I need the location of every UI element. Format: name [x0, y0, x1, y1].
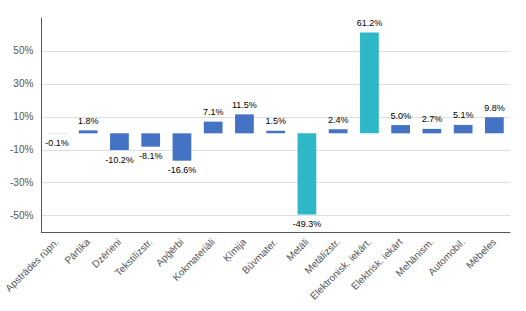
svg-text:10%: 10% [13, 111, 33, 122]
svg-text:5.1%: 5.1% [453, 110, 474, 120]
svg-text:Mēbeles: Mēbeles [464, 236, 498, 270]
svg-text:1.5%: 1.5% [265, 116, 286, 126]
svg-text:61.2%: 61.2% [357, 18, 383, 28]
svg-text:2.4%: 2.4% [328, 115, 349, 125]
svg-text:-30%: -30% [10, 177, 33, 188]
svg-text:Dzērieni: Dzērieni [89, 236, 124, 270]
svg-text:Mehānism.: Mehānism. [393, 236, 436, 279]
svg-text:-16.6%: -16.6% [168, 165, 197, 175]
svg-text:Būvmater.: Būvmater. [240, 236, 280, 276]
svg-text:Apstrādes rūpn.: Apstrādes rūpn. [3, 236, 61, 294]
svg-text:1.8%: 1.8% [78, 116, 99, 126]
svg-text:7.1%: 7.1% [203, 107, 224, 117]
svg-text:Elektronisk. iekārt.: Elektronisk. iekārt. [307, 236, 374, 302]
svg-text:Tekstilizstr.: Tekstilizstr. [113, 236, 155, 278]
svg-text:5.0%: 5.0% [390, 111, 411, 121]
svg-text:-50%: -50% [10, 210, 33, 221]
svg-text:30%: 30% [13, 78, 33, 89]
svg-text:-8.1%: -8.1% [139, 151, 163, 161]
svg-text:9.8%: 9.8% [484, 103, 505, 113]
svg-text:-0.1%: -0.1% [45, 138, 69, 148]
svg-text:-49.3%: -49.3% [293, 219, 322, 229]
svg-text:Pārtika: Pārtika [62, 236, 92, 266]
svg-text:50%: 50% [13, 45, 33, 56]
svg-text:Metāli: Metāli [284, 236, 311, 263]
svg-text:Ķīmija: Ķīmija [221, 236, 249, 264]
svg-text:Metālizstr.: Metālizstr. [302, 236, 342, 276]
svg-text:-10.2%: -10.2% [105, 155, 134, 165]
svg-text:Apģērbi: Apģērbi [153, 236, 186, 269]
svg-text:Automobil.: Automobil. [426, 236, 467, 277]
svg-text:Kokmateriāli: Kokmateriāli [170, 236, 217, 283]
svg-text:11.5%: 11.5% [232, 100, 257, 110]
svg-text:2.7%: 2.7% [422, 114, 443, 124]
svg-text:Elektrisk. iekārt: Elektrisk. iekārt [349, 236, 405, 292]
svg-text:-10%: -10% [10, 144, 33, 155]
